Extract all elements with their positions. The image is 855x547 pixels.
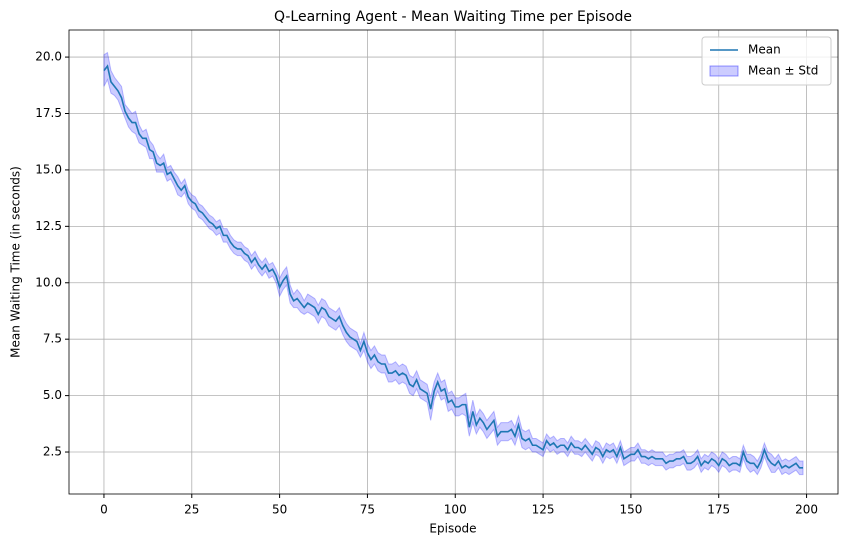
chart-title: Q-Learning Agent - Mean Waiting Time per… <box>274 9 632 25</box>
x-tick-label: 25 <box>184 503 199 517</box>
mean-line <box>103 64 804 470</box>
x-tick-label: 50 <box>272 503 287 517</box>
legend-swatch <box>709 65 739 77</box>
legend-label: Mean <box>748 43 781 57</box>
y-tick-label: 15.0 <box>35 162 62 176</box>
x-tick-label: 200 <box>795 503 818 517</box>
y-tick-label: 17.5 <box>35 106 62 120</box>
plot-frame <box>68 29 839 495</box>
y-tick-label: 10.0 <box>35 275 62 289</box>
x-tick-label: 175 <box>707 503 730 517</box>
legend-label: Mean ± Std <box>748 64 818 78</box>
x-axis-label: Episode <box>429 522 476 536</box>
std-band <box>103 51 804 476</box>
y-axis-label: Mean Waiting Time (in seconds) <box>9 166 23 358</box>
legend-box <box>701 36 832 86</box>
x-tick-label: 75 <box>360 503 375 517</box>
x-tick-label: 150 <box>619 503 642 517</box>
y-tick-label: 2.5 <box>43 445 62 459</box>
y-tick-label: 12.5 <box>35 219 62 233</box>
y-tick-label: 7.5 <box>43 332 62 346</box>
y-tick-label: 5.0 <box>43 388 62 402</box>
y-tick-label: 20.0 <box>35 50 62 64</box>
x-tick-label: 0 <box>100 503 108 517</box>
x-tick-label: 100 <box>444 503 467 517</box>
x-tick-label: 125 <box>532 503 555 517</box>
